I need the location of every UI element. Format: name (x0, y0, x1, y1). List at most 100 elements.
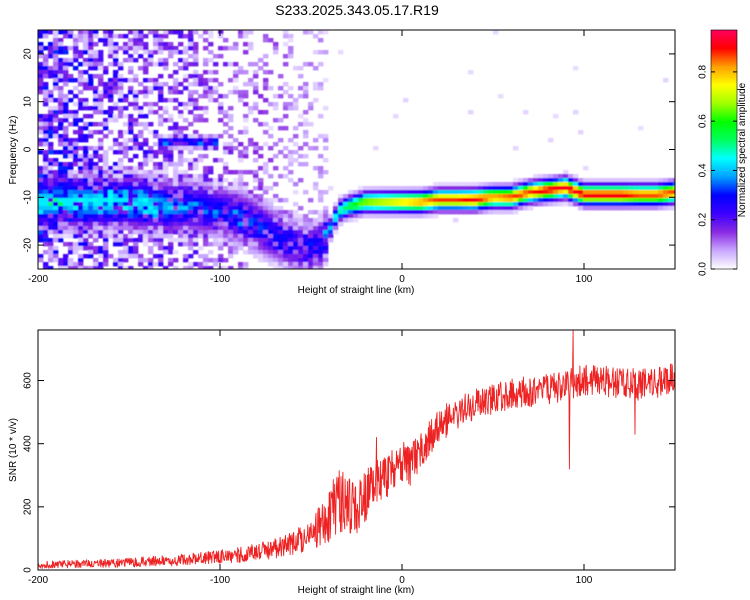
spectrogram-cell (143, 90, 149, 95)
spectrogram-cell (168, 194, 174, 199)
spectrogram-cell (98, 142, 104, 147)
spectrogram-cell (173, 50, 179, 55)
spectrogram-cell (213, 242, 219, 247)
spectrogram-cell (653, 190, 659, 195)
spectrogram-cell (103, 202, 109, 207)
spectrogram-cell (608, 202, 614, 207)
spectrogram-cell (653, 202, 659, 207)
spectrogram-cell (68, 90, 74, 95)
spectrogram-cell (168, 150, 174, 155)
spectrogram-cell (183, 102, 189, 107)
spectrogram-cell (123, 150, 129, 155)
spectrogram-cell (193, 182, 199, 187)
spectrogram-cell (668, 194, 674, 199)
spectrogram-cell (98, 186, 104, 191)
spectrogram-cell (148, 234, 154, 239)
spectrogram-cell (228, 118, 234, 123)
spectrogram-cell (68, 166, 74, 171)
spectrogram-cell (513, 202, 519, 207)
spectrogram-cell (183, 146, 189, 151)
spectrogram-cell (118, 242, 124, 247)
spectrogram-cell (228, 226, 234, 231)
spectrogram-cell (538, 178, 544, 183)
spectrogram-cell (88, 226, 94, 231)
spectrogram-cell (243, 146, 249, 151)
spectrogram-cell (213, 54, 219, 59)
spectrogram-cell (83, 170, 89, 175)
spectrogram-cell (423, 202, 429, 207)
spectrogram-cell (178, 242, 184, 247)
spectrogram-cell (108, 214, 114, 219)
spectrogram-cell (68, 170, 74, 175)
spectrogram-cell (218, 194, 224, 199)
spectrogram-cell (533, 194, 539, 199)
spectrogram-cell (43, 114, 49, 119)
spectrogram-cell (233, 46, 239, 51)
spectrogram-cell (148, 206, 154, 211)
spectrogram-cell (263, 234, 269, 239)
spectrogram-cell (583, 190, 589, 195)
spectrogram-cell (443, 202, 449, 207)
spectrogram-cell (373, 210, 379, 215)
spectrogram-cell (223, 210, 229, 215)
spectrogram-cell (223, 150, 229, 155)
spectrogram-cell (83, 242, 89, 247)
spectrogram-cell (343, 198, 349, 203)
spectrogram-cell (258, 242, 264, 247)
spectrogram-cell (623, 190, 629, 195)
spectrogram-cell (453, 198, 459, 203)
spectrogram-cell (268, 222, 274, 227)
spectrogram-cell (443, 206, 449, 211)
spectrogram-cell (73, 146, 79, 151)
spectrogram-cell (283, 222, 289, 227)
spectrogram-cell (68, 58, 74, 63)
spectrogram-cell (123, 194, 129, 199)
spectrogram-cell (263, 258, 269, 263)
snr-frame (37, 329, 676, 571)
spectrogram-cell (273, 154, 279, 159)
spectrogram-cell (588, 178, 594, 183)
spectrogram-cell (63, 170, 69, 175)
spectrogram-cell (168, 214, 174, 219)
spectrogram-cell (168, 54, 174, 59)
spectrogram-cell (563, 174, 569, 179)
spectrogram-cell (43, 162, 49, 167)
spectrogram-cell (83, 86, 89, 91)
spectrogram-cell (53, 54, 59, 59)
spectrogram-cell (263, 254, 269, 259)
snr-y-tick-label: 0 (23, 567, 34, 573)
spectrogram-cell (83, 34, 89, 39)
spectrogram-cell (468, 186, 474, 191)
figure-title: S233.2025.343.05.17.R19 (275, 2, 439, 18)
spectrogram-cell (663, 186, 669, 191)
spectrogram-cell (78, 74, 84, 79)
spectrogram-cell (83, 46, 89, 51)
spectrogram-cell (53, 226, 59, 231)
spectrogram-cell (218, 30, 224, 35)
spectrogram-cell (208, 210, 214, 215)
spectrogram-cell (663, 194, 669, 199)
spectrogram-cell (58, 178, 64, 183)
spectrogram-cell (73, 118, 79, 123)
spectrogram-cell (168, 262, 174, 267)
spectrogram-cell (388, 194, 394, 199)
spectrogram-cell (83, 182, 89, 187)
spectrogram-cell (323, 258, 329, 263)
spectrogram-cell (233, 202, 239, 207)
spectrogram-cell (68, 34, 74, 39)
spectrogram-cell (293, 106, 299, 111)
spectrogram-cell (658, 190, 664, 195)
spectrogram-cell (553, 186, 559, 191)
spectrogram-cell (148, 186, 154, 191)
spectrogram-cell (168, 202, 174, 207)
spectrogram-cell (538, 182, 544, 187)
spectrogram-cell (183, 138, 189, 143)
spectrogram-cell (78, 186, 84, 191)
spectrogram-cell (278, 218, 284, 223)
spectrogram-cell (68, 222, 74, 227)
spectrogram-cell (143, 102, 149, 107)
spectrogram-cell (168, 234, 174, 239)
spectrogram-cell (303, 238, 309, 243)
spectrogram-cell (253, 170, 259, 175)
spectrogram-cell (393, 198, 399, 203)
